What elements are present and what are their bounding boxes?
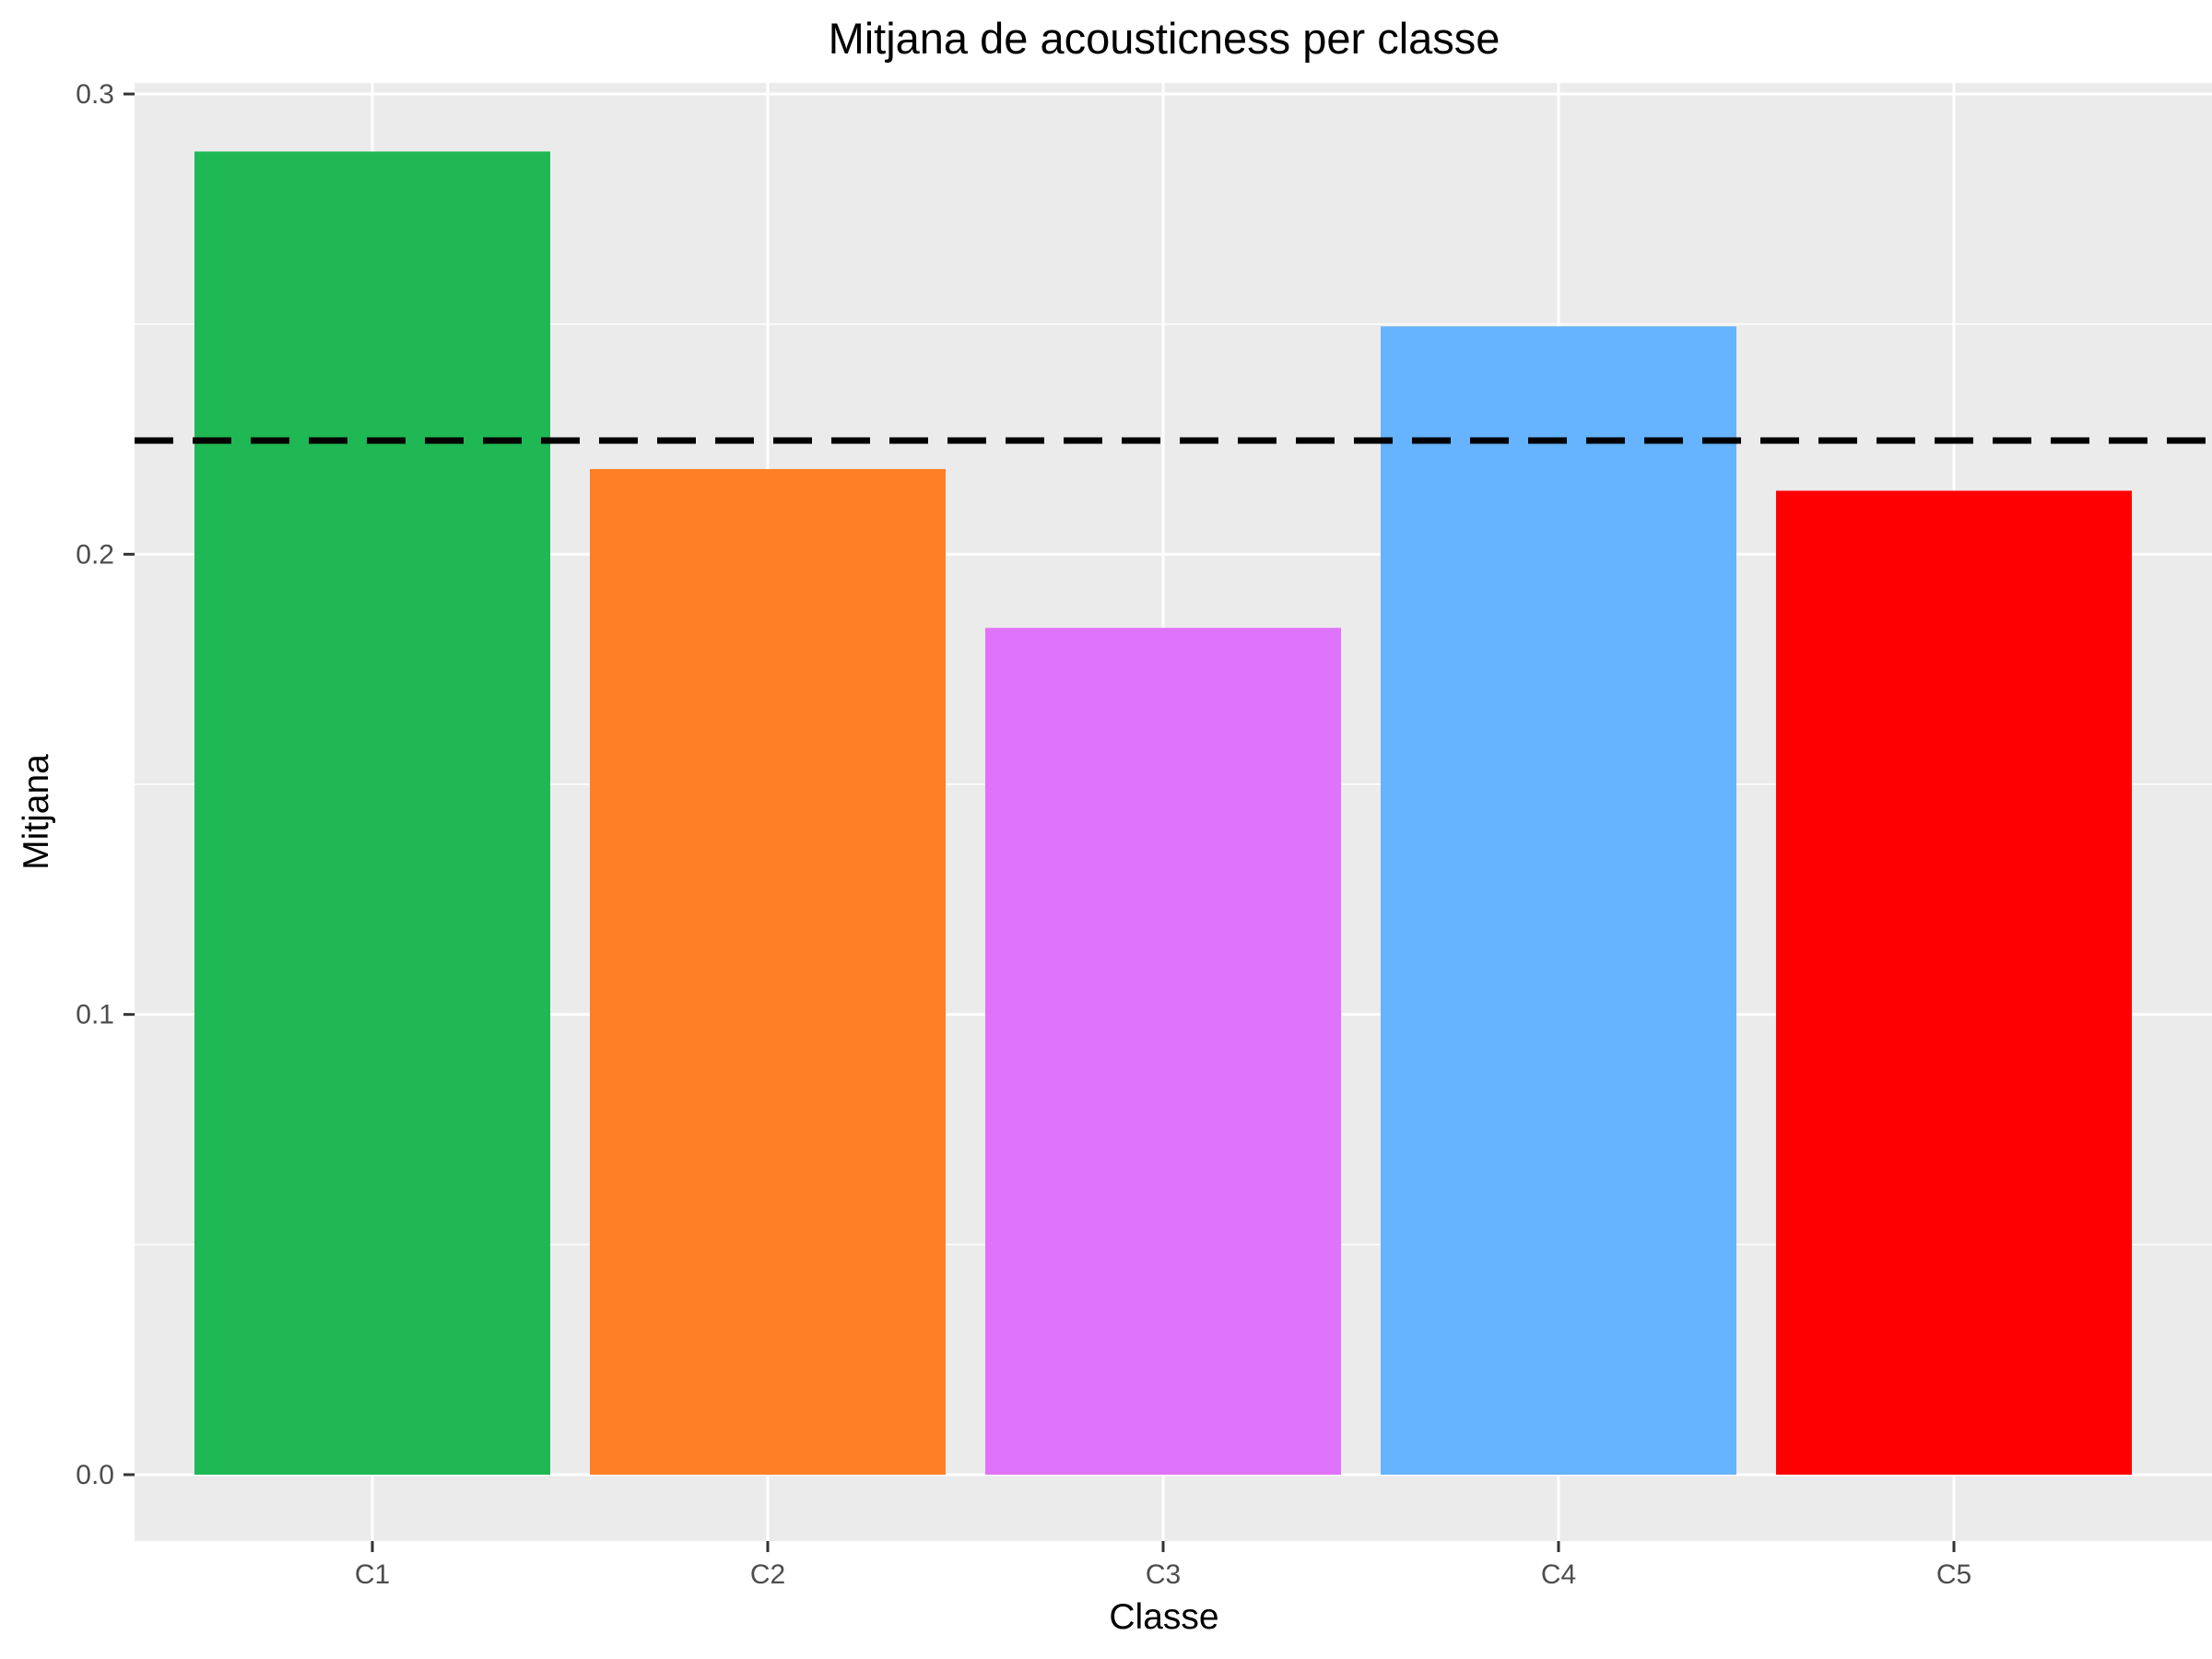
x-axis: C1 C2 C3 C4 C5 (355, 1541, 1971, 1590)
x-tick-label: C5 (1936, 1559, 1971, 1590)
x-axis-title: Classe (1109, 1597, 1218, 1637)
y-axis: 0.0 0.1 0.2 0.3 (76, 79, 135, 1490)
bar-c4 (1381, 326, 1736, 1475)
y-tick-label: 0.1 (76, 1000, 114, 1030)
chart-title: Mitjana de acousticness per classe (829, 14, 1500, 63)
bar-c3 (985, 628, 1341, 1475)
x-tick-label: C2 (750, 1559, 785, 1590)
bars (194, 151, 2132, 1476)
bar-c1 (194, 151, 550, 1476)
x-tick-label: C1 (355, 1559, 390, 1590)
bar-c5 (1776, 490, 2132, 1476)
y-tick-label: 0.0 (76, 1460, 114, 1490)
y-axis-title: Mitjana (17, 754, 56, 870)
y-tick-label: 0.3 (76, 79, 114, 110)
y-tick-label: 0.2 (76, 539, 114, 570)
x-tick-label: C3 (1146, 1559, 1181, 1590)
x-tick-label: C4 (1541, 1559, 1576, 1590)
bar-c2 (590, 468, 946, 1475)
